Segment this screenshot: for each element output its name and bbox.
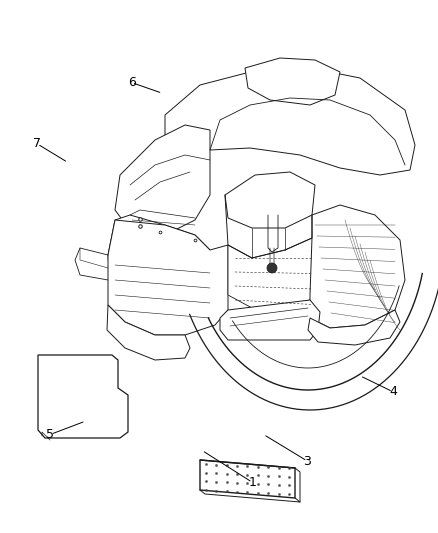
Polygon shape [225,172,314,228]
Polygon shape [244,58,339,105]
Text: 5: 5 [46,428,54,441]
Polygon shape [107,305,190,360]
Polygon shape [309,205,404,328]
Polygon shape [108,215,215,320]
Polygon shape [108,220,227,335]
Polygon shape [227,238,319,308]
Polygon shape [115,125,209,235]
Polygon shape [165,68,414,175]
Polygon shape [307,310,399,345]
Text: 3: 3 [303,455,311,467]
Text: 4: 4 [388,385,396,398]
Polygon shape [38,355,128,438]
Polygon shape [200,460,294,498]
Circle shape [266,263,276,273]
Text: 7: 7 [33,138,41,150]
Text: 6: 6 [127,76,135,89]
Text: 1: 1 [248,476,256,489]
Polygon shape [219,300,319,340]
